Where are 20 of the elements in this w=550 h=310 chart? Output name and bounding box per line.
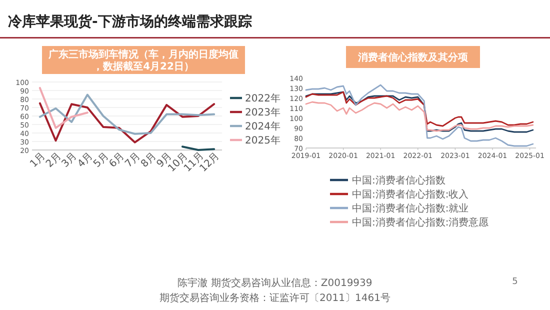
legend-label: 中国:消费者信心指数:消费意愿 <box>352 216 489 228</box>
chart-title: 消费者信心指数及其分项 <box>357 52 469 64</box>
legend-label: 2022年 <box>245 92 280 104</box>
text: 冷库苹果现货-下游市场的终端需求跟踪 <box>8 13 252 30</box>
line-series <box>38 86 88 129</box>
x-tick-label: 3月 <box>60 150 80 170</box>
legend-label: 中国:消费者信心指数:就业 <box>352 202 469 214</box>
line-series <box>305 101 534 132</box>
line-series <box>38 102 216 144</box>
chart-title: 广东三市场到车情况（车，月内的日度均值，数据截至4月22日） <box>48 48 238 72</box>
legend-label: 2025年 <box>245 134 280 146</box>
text: 陈宇澈 期货交易咨询从业信息：Z0019939 <box>178 277 372 289</box>
line-series <box>38 94 216 135</box>
legend-label: 中国:消费者信心指数 <box>352 174 446 186</box>
legend-label: 中国:消费者信心指数:收入 <box>352 188 469 200</box>
legend-label: 2024年 <box>245 120 280 132</box>
legend-label: 2023年 <box>245 106 280 118</box>
text: 期货交易咨询业务资格：证监许可〔2011〕1461号 <box>160 292 390 304</box>
text: 5 <box>512 277 518 287</box>
line-series <box>305 84 534 147</box>
